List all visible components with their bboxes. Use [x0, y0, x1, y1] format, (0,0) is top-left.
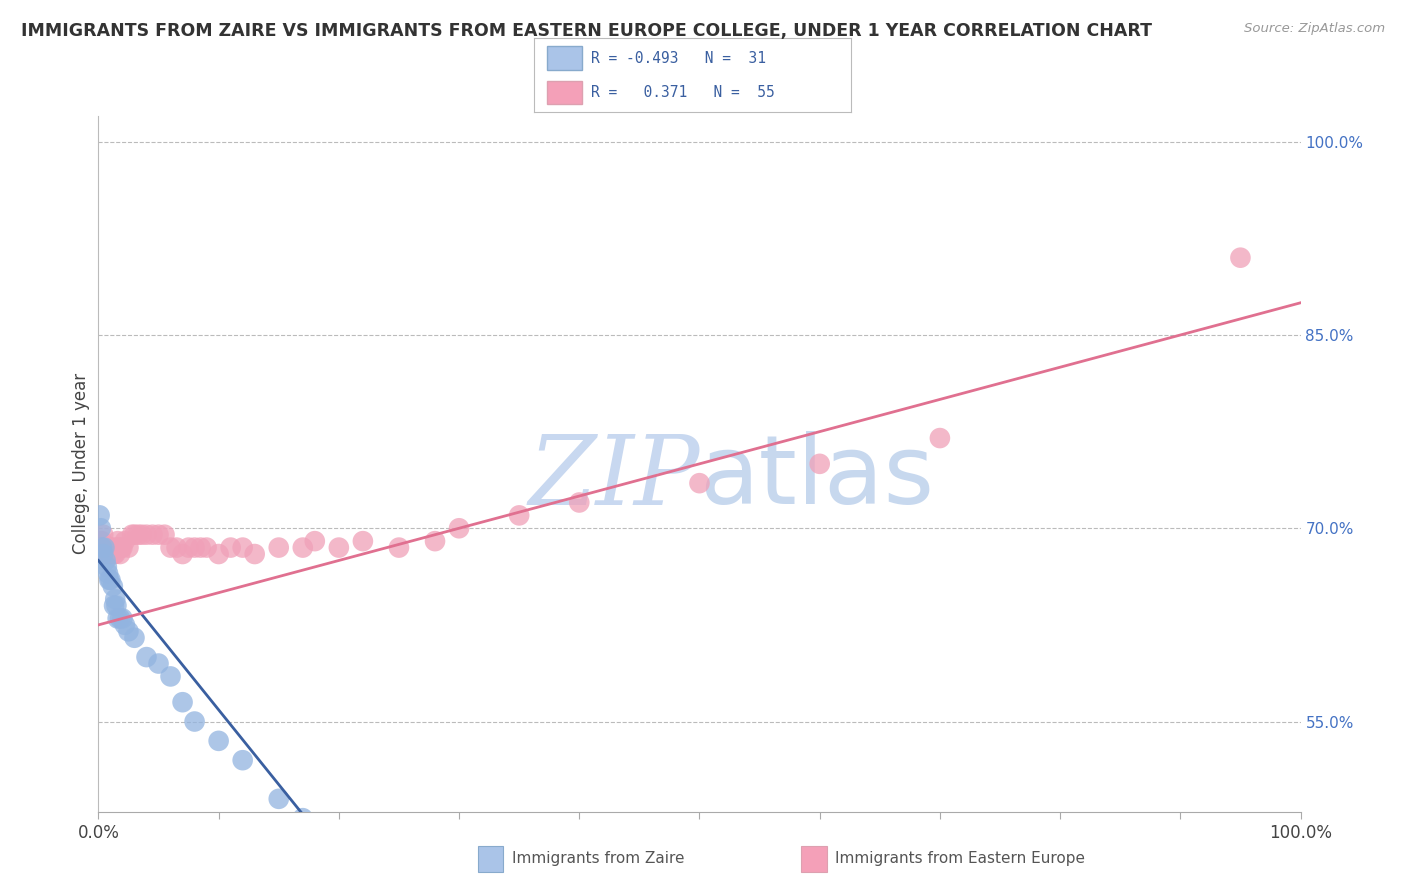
Point [232, 753, 254, 767]
Point [96, 541, 118, 555]
Point [159, 541, 181, 555]
Text: Immigrants from Eastern Europe: Immigrants from Eastern Europe [835, 852, 1085, 866]
Point [100, 541, 122, 555]
Point [315, 837, 337, 851]
Point [148, 657, 170, 671]
Point [183, 541, 205, 555]
Bar [801, 846, 827, 872]
Point [1229, 251, 1251, 265]
Point [93, 547, 115, 561]
Y-axis label: College, Under 1 year: College, Under 1 year [72, 373, 90, 555]
Point [183, 714, 205, 729]
Point [111, 611, 134, 625]
Text: Immigrants from Zaire: Immigrants from Zaire [512, 852, 685, 866]
Point [124, 631, 146, 645]
Point [153, 527, 176, 541]
Point [97, 566, 120, 581]
Point [141, 527, 163, 541]
Point [100, 573, 122, 587]
Point [131, 527, 153, 541]
Point [159, 669, 181, 683]
Point [808, 457, 831, 471]
Point [90, 521, 112, 535]
Point [105, 541, 128, 555]
Text: R =   0.371   N =  55: R = 0.371 N = 55 [591, 85, 775, 100]
FancyBboxPatch shape [547, 81, 582, 104]
Point [97, 547, 120, 561]
Point [108, 547, 131, 561]
Point [267, 541, 290, 555]
Point [291, 541, 314, 555]
Point [100, 547, 122, 561]
Point [304, 534, 326, 549]
Point [135, 650, 157, 665]
Point [148, 527, 170, 541]
Point [177, 541, 200, 555]
Point [172, 695, 194, 709]
Point [90, 541, 112, 555]
Point [328, 541, 350, 555]
Point [117, 541, 139, 555]
Point [423, 534, 446, 549]
Text: R = -0.493   N =  31: R = -0.493 N = 31 [591, 51, 766, 66]
Point [91, 547, 114, 561]
Point [104, 547, 127, 561]
Point [195, 541, 218, 555]
Text: atlas: atlas [700, 431, 935, 524]
Point [928, 431, 950, 445]
Point [89, 534, 111, 549]
Point [117, 624, 139, 639]
Point [107, 611, 129, 625]
Point [108, 541, 131, 555]
Point [114, 534, 136, 549]
Point [135, 527, 157, 541]
Point [352, 534, 374, 549]
Point [267, 792, 290, 806]
Point [190, 541, 212, 555]
Point [94, 541, 117, 555]
Text: ZIP: ZIP [529, 431, 700, 524]
Point [388, 541, 411, 555]
Point [89, 508, 111, 523]
Point [91, 527, 114, 541]
Point [232, 541, 254, 555]
Point [219, 541, 242, 555]
Point [105, 599, 128, 613]
Point [352, 882, 374, 892]
Point [96, 560, 118, 574]
Point [166, 541, 188, 555]
Point [94, 553, 117, 567]
Point [98, 541, 121, 555]
Point [103, 547, 125, 561]
Point [208, 734, 231, 748]
Point [101, 579, 124, 593]
Text: Source: ZipAtlas.com: Source: ZipAtlas.com [1244, 22, 1385, 36]
Point [124, 527, 146, 541]
Point [103, 599, 125, 613]
Point [508, 508, 530, 523]
Point [91, 534, 114, 549]
Point [447, 521, 470, 535]
Point [91, 541, 114, 555]
Point [111, 541, 134, 555]
FancyBboxPatch shape [547, 46, 582, 70]
Text: IMMIGRANTS FROM ZAIRE VS IMMIGRANTS FROM EASTERN EUROPE COLLEGE, UNDER 1 YEAR CO: IMMIGRANTS FROM ZAIRE VS IMMIGRANTS FROM… [21, 22, 1152, 40]
Point [93, 541, 115, 555]
Point [98, 573, 121, 587]
Point [104, 592, 127, 607]
Point [689, 476, 711, 491]
Point [568, 495, 591, 509]
Point [172, 547, 194, 561]
Point [127, 527, 149, 541]
Point [208, 547, 231, 561]
Point [101, 541, 124, 555]
Point [291, 811, 314, 825]
Bar [478, 846, 503, 872]
Point [107, 534, 129, 549]
Point [121, 527, 143, 541]
Point [108, 611, 131, 625]
Point [114, 618, 136, 632]
Point [243, 547, 266, 561]
Point [110, 541, 132, 555]
